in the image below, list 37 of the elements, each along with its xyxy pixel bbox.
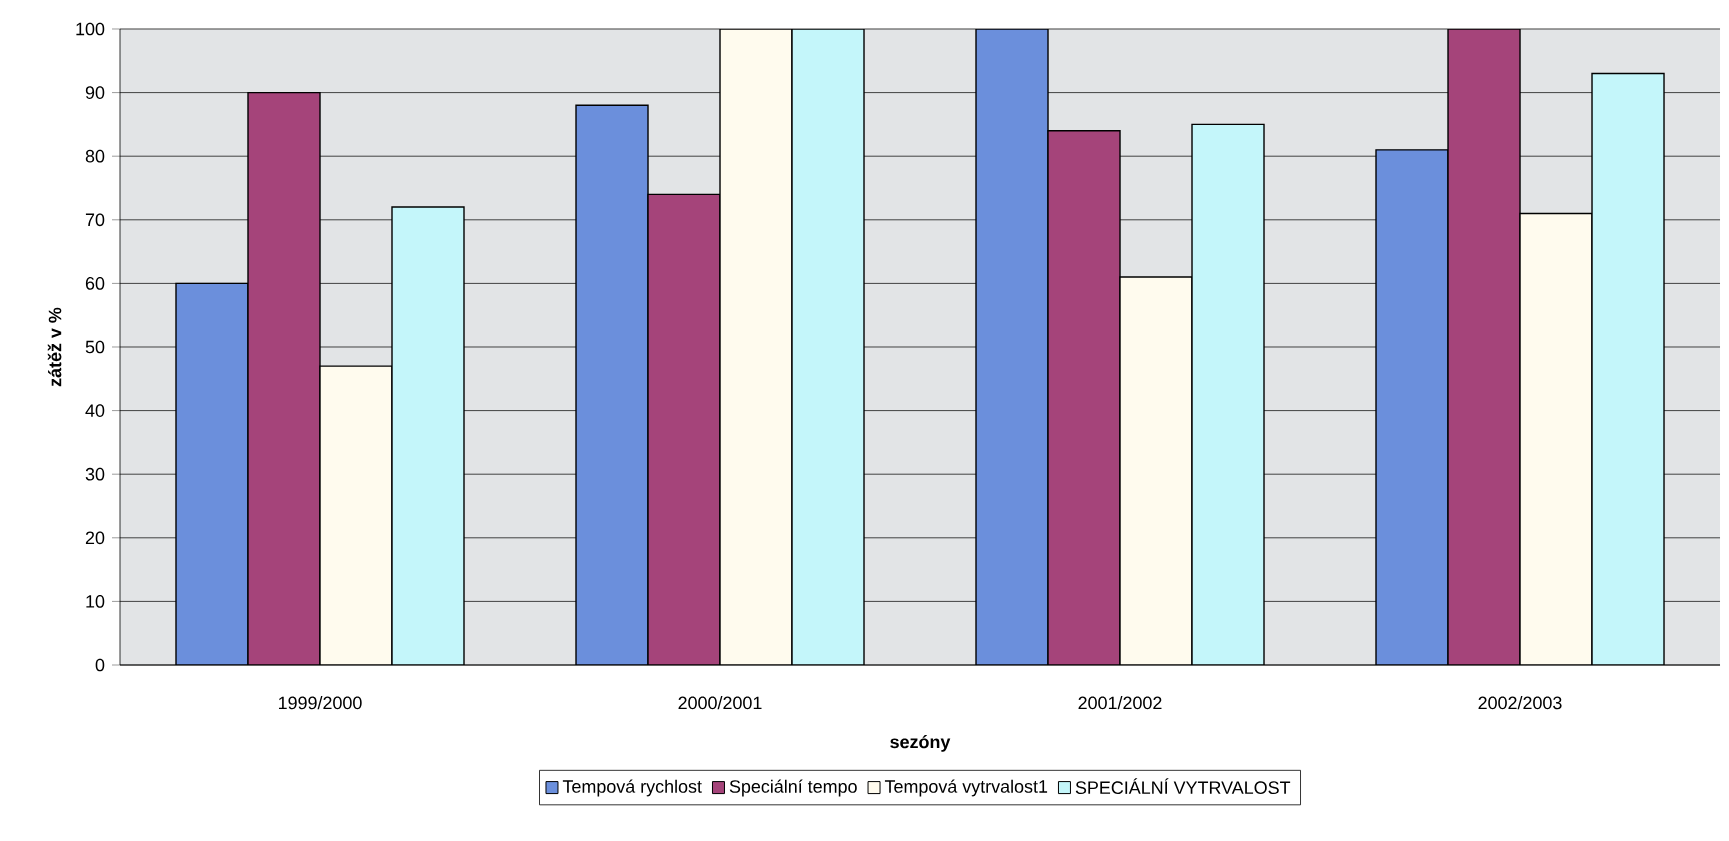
y-tick-label: 0 — [95, 658, 105, 672]
bar — [1119, 276, 1193, 665]
legend-label: SPECIÁLNÍ VYTRVALOST — [1075, 778, 1291, 795]
bar — [1047, 130, 1121, 665]
bar — [1447, 28, 1521, 665]
x-tick-label: 2002/2003 — [1478, 696, 1562, 710]
x-tick-label: 1999/2000 — [278, 696, 362, 710]
legend-label: Speciální tempo — [729, 779, 857, 797]
y-tick-label: 30 — [85, 467, 105, 481]
bar — [975, 28, 1049, 665]
bar — [1591, 72, 1665, 665]
y-tick-label: 50 — [85, 340, 105, 354]
y-axis-title: zátěž v % — [47, 307, 62, 387]
y-tick-label: 40 — [85, 404, 105, 417]
bar — [175, 282, 249, 665]
y-tick-label: 20 — [85, 531, 105, 545]
bar — [719, 28, 793, 665]
bar — [247, 91, 321, 665]
bar — [391, 206, 465, 665]
y-tick-label: 80 — [85, 149, 105, 163]
y-tick-label: 10 — [86, 595, 105, 608]
legend-label: Tempová rychlost — [562, 779, 702, 797]
x-axis-title: sezóny — [890, 734, 951, 752]
x-tick-label: 2000/2001 — [678, 696, 762, 710]
bar — [319, 365, 393, 665]
bar — [1375, 149, 1449, 665]
bar — [791, 28, 865, 665]
legend-label: Tempová vytrvalost1 — [884, 779, 1048, 797]
y-tick-label: 100 — [76, 22, 105, 36]
x-tick-label: 2001/2002 — [1078, 696, 1162, 710]
y-tick-label: 70 — [85, 213, 105, 227]
bar — [647, 193, 721, 665]
bar — [1519, 212, 1593, 665]
y-tick-label: 60 — [85, 277, 105, 290]
bar — [1191, 123, 1265, 665]
bar — [575, 104, 649, 665]
y-tick-label: 90 — [85, 86, 105, 99]
